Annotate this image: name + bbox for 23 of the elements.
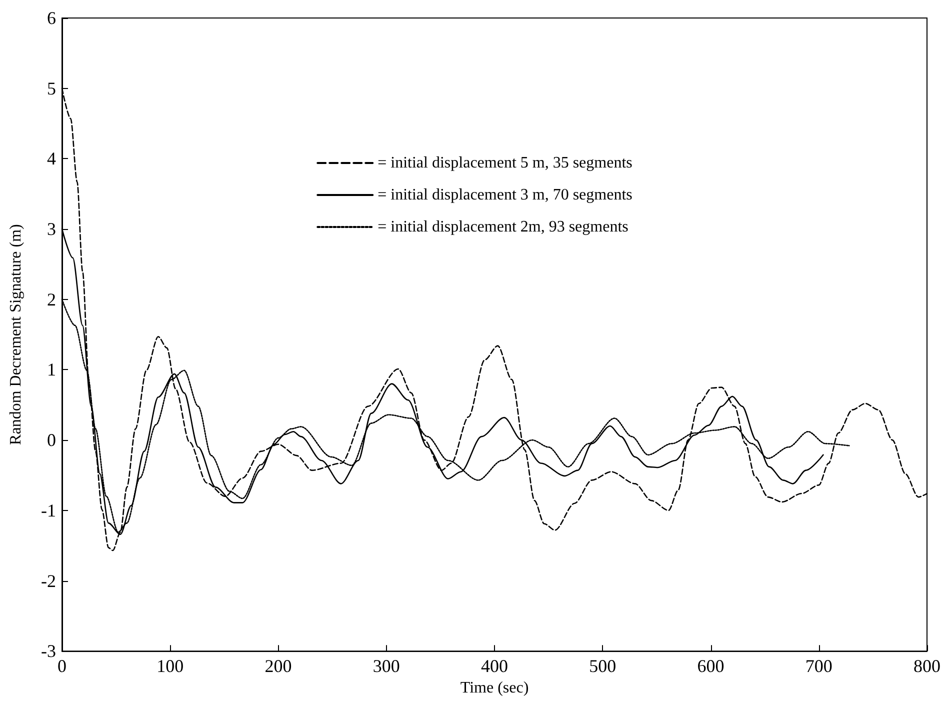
y-tick-label: -1 [41,500,56,520]
x-tick-label: 400 [481,656,508,676]
x-tick-label: 200 [264,656,292,676]
y-tick-label: 4 [47,148,56,169]
legend-label: = initial displacement 5 m, 35 segments [378,154,632,172]
x-tick-label: 700 [805,656,832,676]
legend-label: = initial displacement 3 m, 70 segments [378,186,632,204]
y-tick-label: -3 [41,641,56,662]
y-tick-label: 2 [47,289,56,310]
x-tick-label: 800 [914,656,940,676]
x-axis-title: Time (sec) [460,680,529,696]
x-tick-label: 300 [372,656,400,676]
x-tick-label: 600 [697,656,724,676]
y-axis-title: Random Decrement Signature (m) [8,224,24,445]
x-tick-label: 100 [156,656,184,676]
x-tick-label: 500 [589,656,616,676]
y-tick-label: 6 [47,8,56,28]
y-tick-label: 1 [47,360,56,380]
y-tick-label: -2 [41,570,56,591]
y-tick-label: 3 [47,219,56,240]
y-tick-label: 0 [47,430,56,450]
y-tick-label: 5 [47,78,56,98]
legend-label: = initial displacement 2m, 93 segments [378,218,628,236]
